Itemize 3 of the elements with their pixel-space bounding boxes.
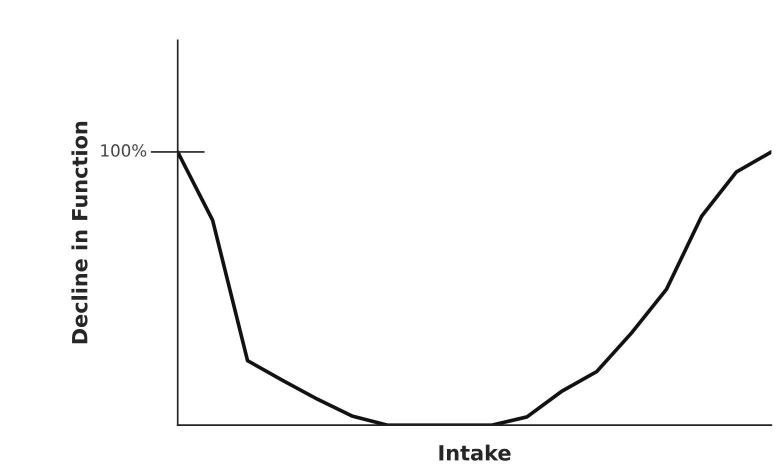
x-axis-title: Intake (439, 444, 511, 461)
text: 100% (101, 144, 146, 157)
y-axis-title: Decline in Function (71, 122, 88, 344)
